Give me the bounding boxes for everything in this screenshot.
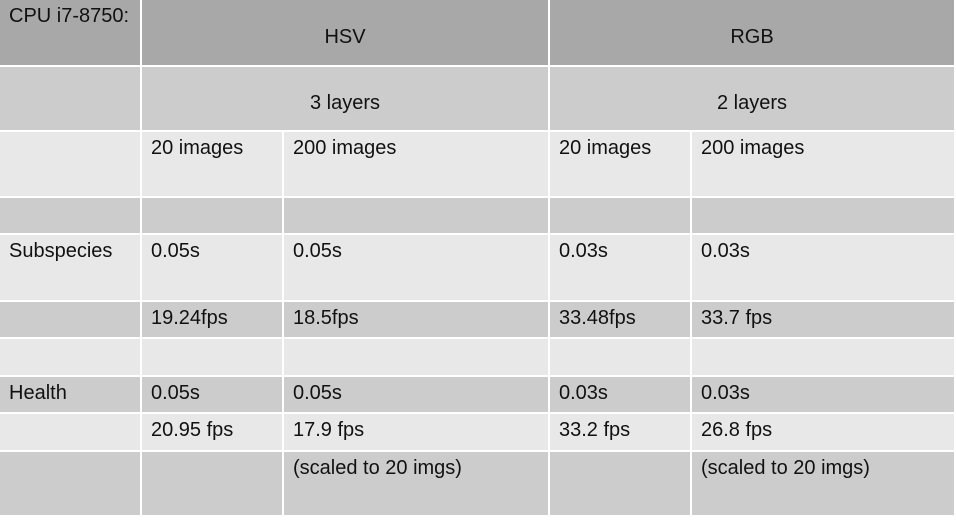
empty-cell <box>284 339 550 377</box>
empty-cell <box>0 132 142 198</box>
health-time-hsv-200: 0.05s <box>284 377 550 414</box>
subspecies-time-hsv-200: 0.05s <box>284 235 550 302</box>
group-header-rgb: RGB <box>550 0 956 67</box>
subspecies-fps-rgb-200: 33.7 fps <box>692 302 956 339</box>
health-note-rgb-20 <box>550 452 692 517</box>
size-hsv-small: 20 images <box>142 132 284 198</box>
subspecies-fps-rgb-20: 33.48fps <box>550 302 692 339</box>
health-time-rgb-20: 0.03s <box>550 377 692 414</box>
empty-cell <box>142 339 284 377</box>
empty-cell <box>284 198 550 235</box>
size-rgb-small: 20 images <box>550 132 692 198</box>
layers-hsv: 3 layers <box>142 67 550 132</box>
health-fps-rgb-20: 33.2 fps <box>550 414 692 452</box>
empty-cell <box>0 67 142 132</box>
health-fps-hsv-20: 20.95 fps <box>142 414 284 452</box>
subspecies-fps-hsv-20: 19.24fps <box>142 302 284 339</box>
empty-cell <box>0 452 142 517</box>
size-hsv-large: 200 images <box>284 132 550 198</box>
health-note-rgb-200: (scaled to 20 imgs) <box>692 452 956 517</box>
empty-cell <box>0 414 142 452</box>
layers-rgb: 2 layers <box>550 67 956 132</box>
subspecies-time-rgb-20: 0.03s <box>550 235 692 302</box>
subspecies-time-rgb-200: 0.03s <box>692 235 956 302</box>
size-rgb-large: 200 images <box>692 132 956 198</box>
group-header-hsv: HSV <box>142 0 550 67</box>
health-fps-rgb-200: 26.8 fps <box>692 414 956 452</box>
empty-cell <box>142 198 284 235</box>
health-time-hsv-20: 0.05s <box>142 377 284 414</box>
empty-cell <box>550 339 692 377</box>
health-time-rgb-200: 0.03s <box>692 377 956 414</box>
row-label-subspecies: Subspecies <box>0 235 142 302</box>
subspecies-time-hsv-20: 0.05s <box>142 235 284 302</box>
health-note-hsv-20 <box>142 452 284 517</box>
empty-cell <box>692 339 956 377</box>
empty-cell <box>692 198 956 235</box>
empty-cell <box>0 339 142 377</box>
empty-cell <box>0 302 142 339</box>
corner-header: CPU i7-8750: <box>0 0 142 67</box>
empty-cell <box>0 198 142 235</box>
row-label-health: Health <box>0 377 142 414</box>
subspecies-fps-hsv-200: 18.5fps <box>284 302 550 339</box>
health-fps-hsv-200: 17.9 fps <box>284 414 550 452</box>
empty-cell <box>550 198 692 235</box>
health-note-hsv-200: (scaled to 20 imgs) <box>284 452 550 517</box>
